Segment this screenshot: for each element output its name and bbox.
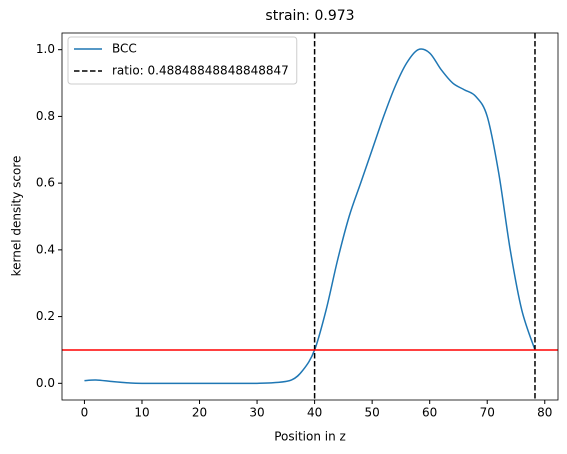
y-tick-label: 0.0 [36,376,55,390]
plot-frame [61,32,559,401]
y-tick-label: 0.8 [36,109,55,123]
y-axis-label: kernel density score [10,156,24,277]
data-line [84,48,536,385]
chart-title: strain: 0.973 [265,8,354,24]
y-tick-label: 0.4 [36,242,55,256]
x-tick-label: 70 [480,406,495,420]
x-axis-label: Position in z [274,430,346,444]
x-tick-label: 40 [307,406,322,420]
x-tick-label: 30 [249,406,264,420]
x-tick-label: 10 [134,406,149,420]
y-tick-label: 1.0 [36,42,55,56]
x-tick-label: 80 [537,406,552,420]
y-tick-label: 0.6 [36,176,55,190]
x-tick-label: 50 [365,406,380,420]
legend: BCC ratio: 0.48848848848848847 [67,36,298,85]
x-tick-label: 20 [192,406,207,420]
legend-label: ratio: 0.48848848848848847 [112,64,289,78]
x-tick-label: 60 [422,406,437,420]
legend-label: BCC [112,42,137,56]
y-tick-label: 0.2 [36,309,55,323]
legend-box [67,36,298,85]
x-tick-label: 0 [81,406,89,420]
